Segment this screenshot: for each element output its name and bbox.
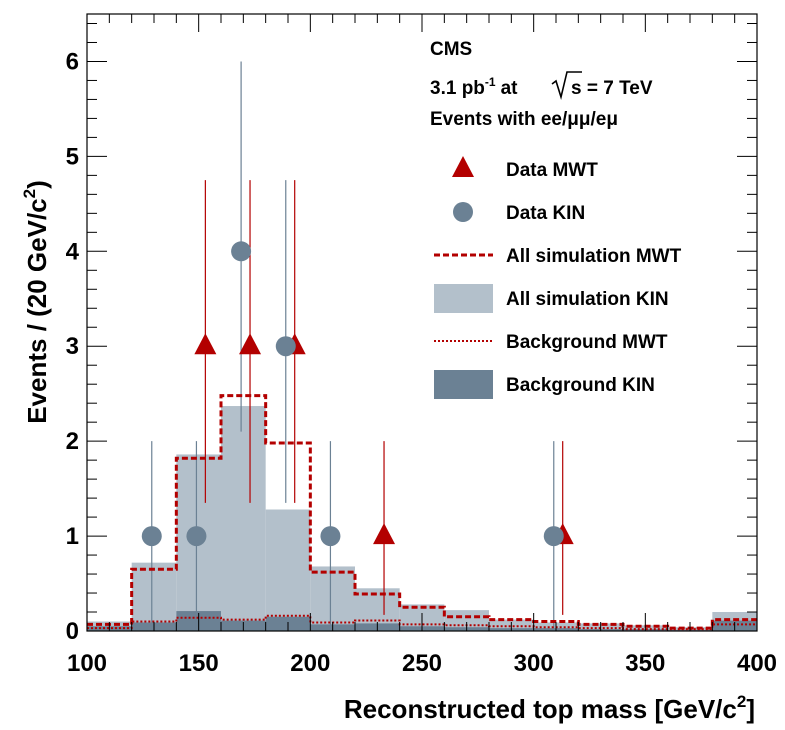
- legend-all-simulation-kin-swatch: [434, 284, 493, 313]
- x-tick-labels: 100 150 200 250 300 350 400: [67, 650, 777, 677]
- header-text: CMS 3.1 pb-1 at s = 7 TeV Events with ee/…: [430, 39, 653, 130]
- x-tick-label: 100: [67, 650, 107, 677]
- data-kin-point: [275, 336, 296, 357]
- data-mwt-point: [239, 333, 262, 355]
- data-kin-point: [186, 526, 207, 547]
- energy-label: s = 7 TeV: [571, 78, 653, 99]
- data-kin-point: [320, 526, 341, 547]
- legend-data-mwt-label: Data MWT: [506, 160, 598, 181]
- legend-all-simulation-kin-label: All simulation KIN: [506, 289, 669, 310]
- data-points: [141, 241, 574, 547]
- channels-label: Events with ee/μμ/eμ: [430, 109, 618, 130]
- y-tick-labels: 0 1 2 3 4 5 6: [66, 48, 80, 645]
- y-tick-label: 1: [66, 523, 79, 550]
- data-kin-point: [141, 526, 162, 547]
- data-mwt-point: [373, 523, 396, 545]
- x-tick-label: 350: [625, 650, 665, 677]
- x-tick-label: 150: [179, 650, 219, 677]
- all-simulation-kin-bar: [310, 566, 355, 631]
- legend-background-mwt-label: Background MWT: [506, 332, 668, 353]
- legend-data-kin-marker: [453, 202, 473, 222]
- data-kin-point: [231, 241, 252, 262]
- x-tick-label: 250: [402, 650, 442, 677]
- y-tick-label: 4: [66, 238, 80, 265]
- x-tick-label: 200: [290, 650, 330, 677]
- luminosity-label: 3.1 pb-1 at: [430, 75, 518, 99]
- legend-all-simulation-mwt-label: All simulation MWT: [506, 246, 682, 267]
- legend: Data MWT Data KIN All simulation MWT All si…: [434, 156, 682, 399]
- y-tick-label: 6: [66, 48, 79, 75]
- experiment-label: CMS: [430, 39, 472, 60]
- y-tick-label: 3: [66, 333, 79, 360]
- x-tick-label: 400: [737, 650, 777, 677]
- y-tick-label: 5: [66, 143, 79, 170]
- legend-background-kin-label: Background KIN: [506, 375, 655, 396]
- data-mwt-point: [194, 333, 217, 355]
- all-simulation-mwt-line: [87, 394, 757, 630]
- all-simulation-kin-bar: [221, 406, 266, 631]
- y-tick-label: 0: [66, 618, 79, 645]
- data-kin-point: [543, 526, 564, 547]
- legend-data-kin-label: Data KIN: [506, 203, 585, 224]
- legend-data-mwt-marker: [452, 156, 474, 177]
- all-simulation-kin-bar: [265, 509, 311, 631]
- all-simulation-kin-bar: [131, 562, 177, 631]
- y-tick-label: 2: [66, 428, 79, 455]
- y-axis-label: Events / (20 GeV/c2): [20, 180, 52, 424]
- sqrt-symbol: [551, 71, 582, 101]
- x-axis-label: Reconstructed top mass [GeV/c2]: [344, 692, 755, 724]
- x-tick-label: 300: [514, 650, 554, 677]
- legend-background-kin-swatch: [434, 370, 493, 399]
- axis-ticks: [86, 14, 758, 632]
